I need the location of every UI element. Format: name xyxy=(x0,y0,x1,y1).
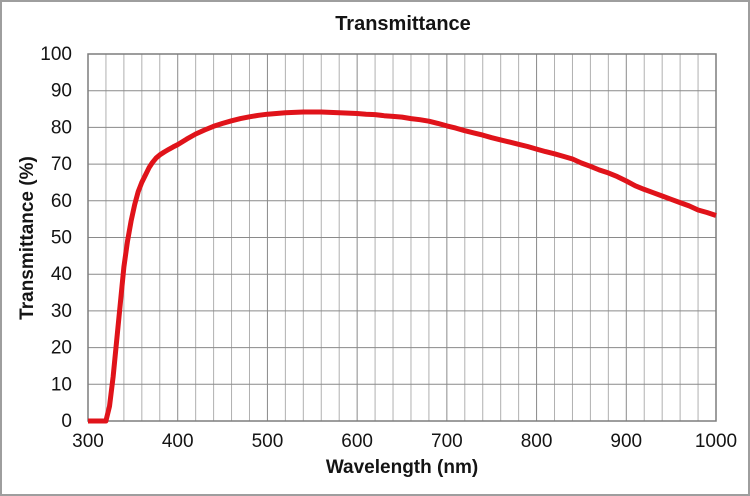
y-tick-label: 70 xyxy=(51,154,72,175)
x-tick-label: 900 xyxy=(610,431,642,452)
y-tick-label: 80 xyxy=(51,117,72,138)
curve-layer xyxy=(88,109,717,424)
x-tick-label: 1000 xyxy=(695,431,737,452)
x-tick-label: 700 xyxy=(431,431,463,452)
y-tick-label: 90 xyxy=(51,81,72,102)
x-axis-title: Wavelength (nm) xyxy=(326,457,478,478)
y-tick-label: 20 xyxy=(51,338,72,359)
y-tick-label: 100 xyxy=(40,44,72,65)
y-tick-label: 0 xyxy=(61,411,72,432)
chart-title: Transmittance xyxy=(335,13,471,35)
x-tick-label: 300 xyxy=(72,431,104,452)
x-tick-label: 500 xyxy=(252,431,284,452)
y-tick-label: 30 xyxy=(51,301,72,322)
x-tick-label: 600 xyxy=(341,431,373,452)
y-tick-label: 50 xyxy=(51,228,72,249)
plot-area-border xyxy=(87,53,717,422)
y-axis-title: Transmittance (%) xyxy=(17,156,38,320)
x-tick-label: 800 xyxy=(521,431,553,452)
transmittance-curve xyxy=(88,109,717,424)
y-tick-label: 40 xyxy=(51,264,72,285)
y-tick-label: 10 xyxy=(51,374,72,395)
x-tick-label: 400 xyxy=(162,431,194,452)
axis-tick-labels: 300 400 500 600 700 800 900 1000 0 10 20 30 40 50 60 70… xyxy=(40,44,737,452)
y-tick-label: 60 xyxy=(51,191,72,212)
major-gridlines xyxy=(87,53,717,422)
